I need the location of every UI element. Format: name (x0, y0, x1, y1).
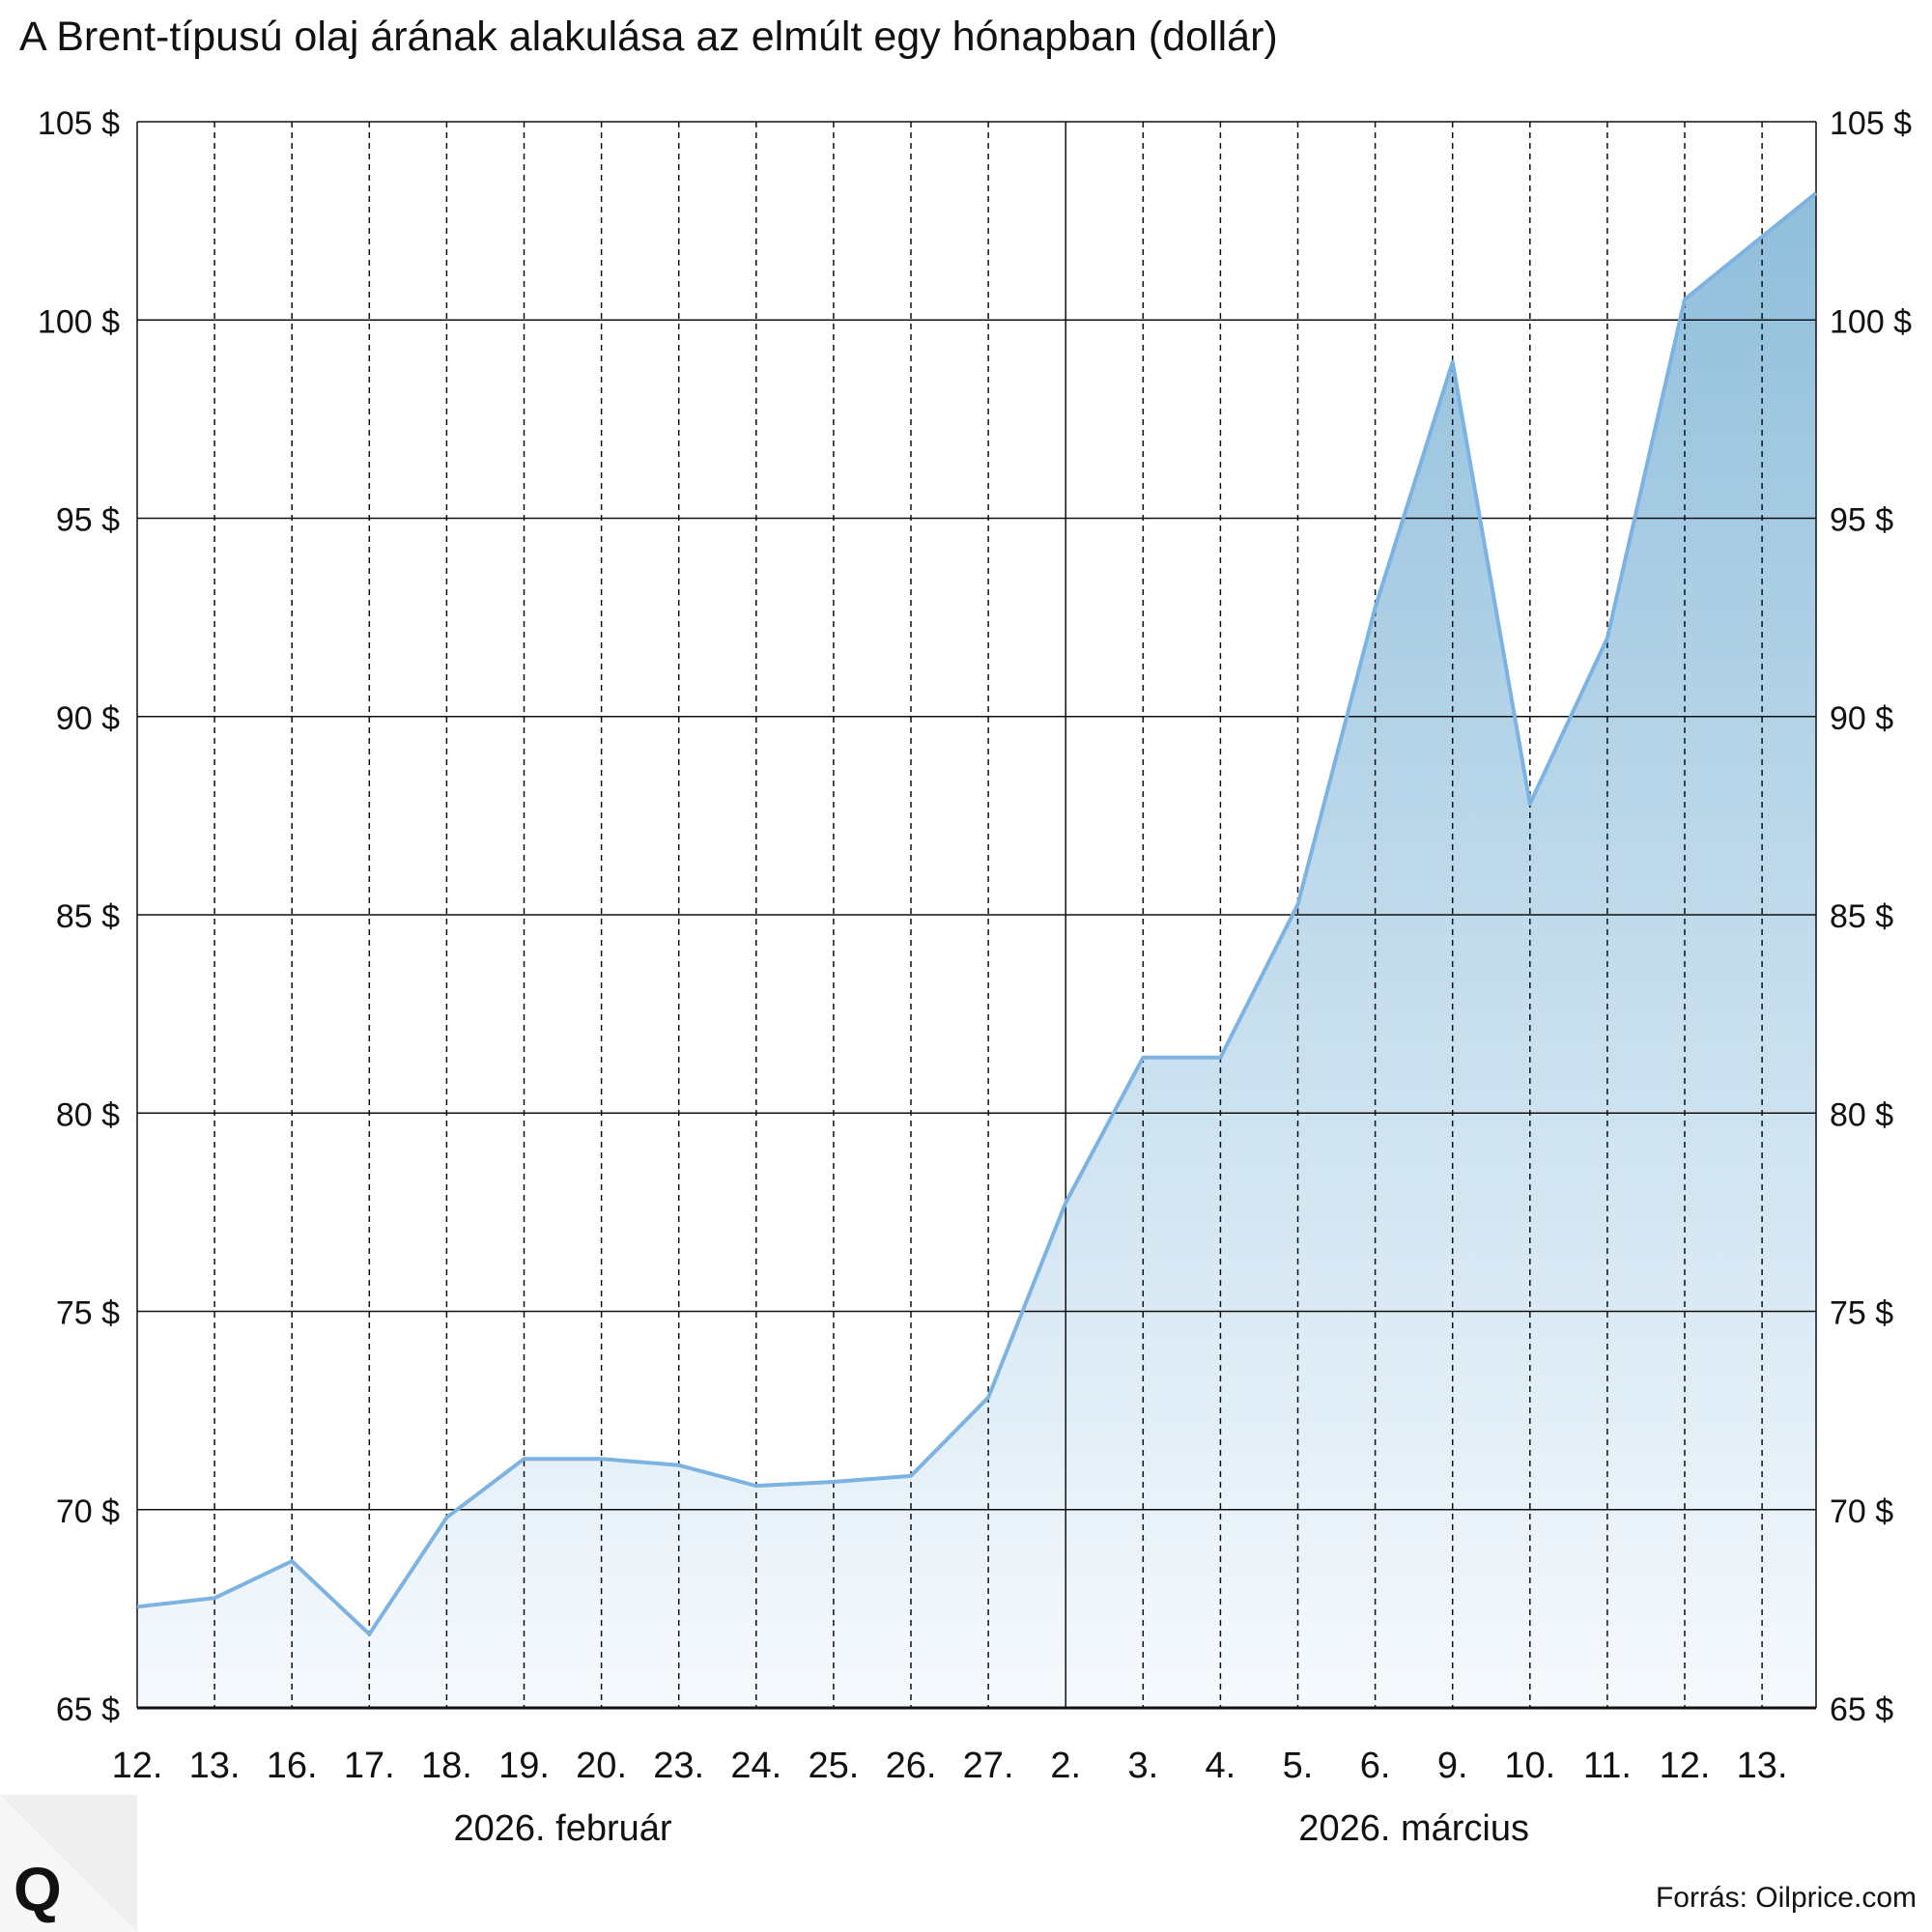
y-tick-label-left: 105 $ (38, 105, 120, 142)
x-tick-label: 13. (189, 1746, 241, 1786)
month-label-march: 2026. március (1298, 1808, 1529, 1849)
y-tick-label-left: 90 $ (56, 700, 120, 737)
y-tick-label-left: 85 $ (56, 898, 120, 935)
y-tick-label-right: 100 $ (1830, 303, 1912, 340)
y-tick-label-left: 95 $ (56, 502, 120, 539)
x-tick-label: 23. (653, 1746, 704, 1786)
x-tick-label: 6. (1360, 1746, 1391, 1786)
x-tick-label: 26. (886, 1746, 937, 1786)
x-tick-label: 27. (963, 1746, 1014, 1786)
x-tick-label: 5. (1283, 1746, 1314, 1786)
x-tick-label: 25. (808, 1746, 859, 1786)
x-tick-label: 24. (730, 1746, 781, 1786)
y-tick-label-right: 95 $ (1830, 502, 1893, 539)
x-tick-label: 17. (344, 1746, 395, 1786)
brand-logo: Q (0, 1795, 137, 1932)
x-tick-label: 20. (576, 1746, 627, 1786)
area-fill (137, 192, 1816, 1708)
month-label-february: 2026. február (453, 1808, 672, 1849)
x-tick-label: 11. (1583, 1746, 1632, 1786)
x-tick-label: 16. (267, 1746, 318, 1786)
y-tick-label-right: 70 $ (1830, 1493, 1893, 1530)
y-tick-label-right: 75 $ (1830, 1295, 1893, 1332)
y-tick-label-right: 80 $ (1830, 1096, 1893, 1133)
svg-text:Q: Q (14, 1855, 62, 1924)
x-tick-label: 10. (1504, 1746, 1555, 1786)
x-tick-label: 3. (1127, 1746, 1158, 1786)
y-tick-label-left: 80 $ (56, 1096, 120, 1133)
x-tick-label: 9. (1437, 1746, 1468, 1786)
y-tick-label-right: 85 $ (1830, 898, 1893, 935)
x-tick-label: 18. (421, 1746, 472, 1786)
x-tick-label: 4. (1206, 1746, 1236, 1786)
source-label: Forrás: Oilprice.com (1655, 1882, 1917, 1914)
y-tick-label-left: 100 $ (38, 303, 120, 340)
x-tick-label: 12. (1660, 1746, 1711, 1786)
x-tick-label: 2. (1050, 1746, 1081, 1786)
x-tick-label: 12. (112, 1746, 163, 1786)
y-tick-label-right: 105 $ (1830, 105, 1912, 142)
chart-title: A Brent-típusú olaj árának alakulása az … (19, 14, 1278, 60)
y-tick-label-right: 90 $ (1830, 700, 1893, 737)
x-tick-label: 19. (498, 1746, 550, 1786)
x-tick-label: 13. (1737, 1746, 1788, 1786)
y-tick-label-left: 75 $ (56, 1295, 120, 1332)
y-tick-label-right: 65 $ (1830, 1691, 1893, 1728)
y-tick-label-left: 65 $ (56, 1691, 120, 1728)
y-tick-label-left: 70 $ (56, 1493, 120, 1530)
